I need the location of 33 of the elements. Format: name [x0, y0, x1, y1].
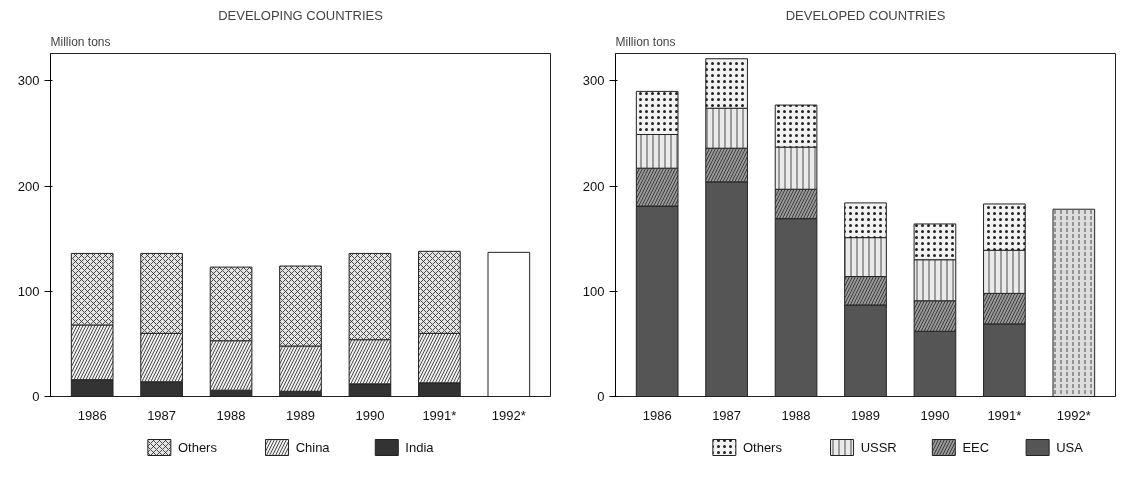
x-tick-label: 1990 — [355, 407, 385, 423]
y-tick-label: 300 — [582, 73, 605, 89]
legend-label: EEC — [962, 440, 990, 455]
x-tick-label: 1989 — [286, 407, 315, 423]
x-tick-label: 1987 — [147, 407, 177, 423]
y-tick-label: 100 — [582, 283, 605, 299]
x-tick-label: 1987 — [712, 407, 742, 423]
legend-label: India — [405, 440, 435, 455]
legend-label: China — [295, 440, 331, 455]
x-tick-label: 1992* — [491, 407, 526, 423]
x-tick-label: 1986 — [642, 407, 672, 423]
x-tick-label: 1991* — [422, 407, 457, 423]
x-tick-label: 1988 — [781, 407, 811, 423]
y-tick-label: 0 — [32, 389, 40, 404]
chart-title: DEVELOPING COUNTRIES — [218, 7, 384, 23]
x-tick-label: 1989 — [851, 407, 880, 423]
x-tick-label: 1988 — [216, 407, 246, 423]
legend-label: USA — [1056, 440, 1084, 455]
x-tick-label: 1991* — [987, 407, 1022, 423]
legend-label: Others — [177, 440, 218, 455]
x-tick-label: 1986 — [77, 407, 107, 423]
y-axis-title: Million tons — [615, 34, 676, 49]
y-axis-title: Million tons — [50, 34, 111, 49]
chart-title: DEVELOPED COUNTRIES — [785, 7, 946, 23]
y-tick-label: 0 — [597, 389, 605, 404]
legend-label: USSR — [860, 440, 897, 455]
x-tick-label: 1990 — [920, 407, 950, 423]
y-tick-label: 100 — [17, 283, 40, 299]
y-tick-label: 200 — [582, 178, 605, 194]
legend-label: Others — [742, 440, 783, 455]
x-tick-label: 1992* — [1056, 407, 1091, 423]
y-tick-label: 300 — [17, 73, 40, 89]
y-tick-label: 200 — [17, 178, 40, 194]
